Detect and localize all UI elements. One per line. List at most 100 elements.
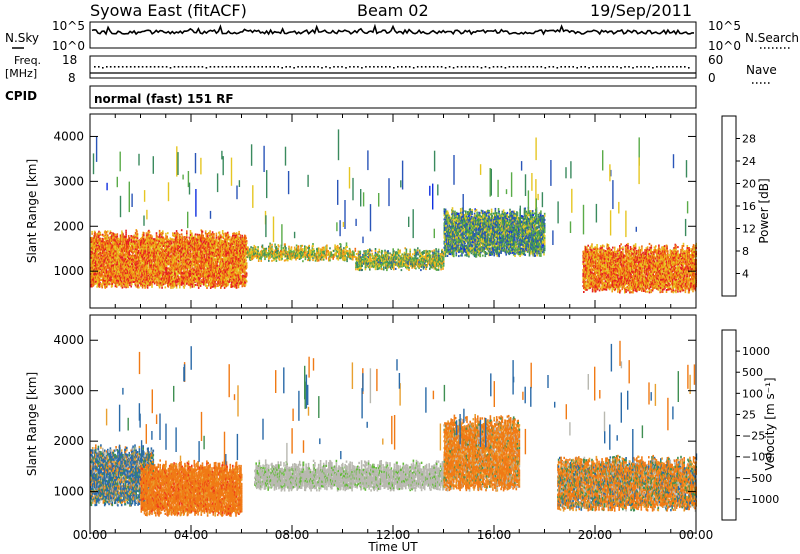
data-cell bbox=[117, 247, 119, 249]
data-cell bbox=[155, 234, 158, 237]
freq-point bbox=[412, 67, 415, 69]
data-cell bbox=[204, 268, 207, 271]
data-cell bbox=[180, 269, 182, 272]
data-cell bbox=[115, 283, 118, 286]
freq-point bbox=[141, 66, 144, 68]
data-cell bbox=[123, 263, 126, 266]
data-cell bbox=[208, 250, 211, 253]
freq-point bbox=[596, 66, 598, 68]
data-cell bbox=[189, 248, 192, 251]
data-cell bbox=[98, 252, 100, 255]
data-cell bbox=[104, 282, 107, 285]
data-cell bbox=[203, 237, 206, 240]
data-cell bbox=[155, 241, 157, 244]
data-cell bbox=[144, 286, 146, 289]
freq-point bbox=[684, 66, 686, 68]
data-cell bbox=[120, 260, 123, 263]
data-cell bbox=[206, 233, 209, 235]
data-cell bbox=[151, 285, 153, 288]
data-cell bbox=[199, 277, 201, 280]
data-cell bbox=[122, 233, 124, 236]
data-cell bbox=[126, 260, 128, 263]
freq-point bbox=[576, 67, 578, 69]
data-cell bbox=[175, 284, 178, 287]
data-cell bbox=[145, 244, 148, 247]
data-cell bbox=[109, 266, 112, 269]
data-cell bbox=[177, 282, 180, 285]
data-cell bbox=[151, 235, 153, 238]
data-cell bbox=[105, 269, 108, 272]
data-cell bbox=[124, 276, 126, 279]
data-cell bbox=[184, 282, 186, 285]
data-cell bbox=[120, 246, 122, 249]
data-cell bbox=[165, 250, 167, 253]
freq-point bbox=[432, 66, 435, 68]
data-cell bbox=[163, 239, 165, 241]
freq-point bbox=[688, 67, 690, 69]
data-cell bbox=[180, 255, 183, 258]
data-cell bbox=[198, 237, 201, 240]
data-cell bbox=[147, 283, 149, 286]
data-cell bbox=[116, 249, 119, 252]
freq-point bbox=[313, 66, 315, 68]
data-cell bbox=[213, 279, 215, 282]
data-cell bbox=[144, 246, 146, 249]
data-cell bbox=[135, 229, 138, 232]
freq-point bbox=[193, 66, 196, 68]
freq-point bbox=[261, 66, 263, 68]
data-cell bbox=[197, 284, 200, 287]
data-cell bbox=[179, 233, 181, 236]
data-cell bbox=[162, 281, 165, 284]
data-cell bbox=[211, 285, 214, 288]
data-cell bbox=[180, 273, 182, 276]
data-cell bbox=[120, 269, 122, 272]
data-cell bbox=[167, 285, 170, 288]
data-cell bbox=[146, 264, 149, 267]
freq-point bbox=[568, 66, 570, 68]
data-cell bbox=[104, 274, 107, 277]
data-cell bbox=[197, 242, 200, 245]
nsky-line bbox=[91, 23, 694, 36]
data-cell bbox=[146, 248, 148, 251]
data-cell bbox=[145, 280, 148, 283]
data-cell bbox=[170, 262, 173, 265]
data-cell bbox=[103, 237, 106, 240]
data-cell bbox=[153, 238, 155, 241]
data-cell bbox=[144, 274, 146, 277]
data-cell bbox=[96, 257, 98, 260]
data-cell bbox=[200, 269, 203, 272]
data-cell bbox=[192, 264, 194, 267]
data-cell bbox=[126, 240, 129, 243]
data-cell bbox=[107, 266, 109, 269]
data-cell bbox=[170, 240, 172, 243]
freq-point bbox=[624, 66, 626, 68]
data-cell bbox=[197, 267, 199, 270]
data-cell bbox=[191, 253, 194, 256]
data-cell bbox=[112, 243, 115, 245]
data-cell bbox=[167, 240, 169, 243]
data-cell bbox=[129, 263, 131, 266]
data-cell bbox=[111, 262, 114, 265]
data-cell bbox=[122, 240, 125, 243]
freq-point bbox=[680, 66, 682, 68]
data-cell bbox=[202, 234, 204, 237]
data-cell bbox=[136, 238, 138, 241]
freq-point bbox=[341, 66, 343, 68]
data-cell bbox=[146, 252, 148, 255]
data-cell bbox=[191, 285, 194, 288]
freq-point bbox=[500, 66, 503, 68]
data-cell bbox=[141, 275, 143, 278]
data-cell bbox=[172, 286, 174, 289]
data-cell bbox=[107, 230, 109, 233]
data-cell bbox=[124, 270, 127, 273]
data-cell bbox=[138, 276, 140, 279]
freq-point bbox=[536, 66, 539, 68]
freq-point bbox=[317, 66, 319, 68]
freq-point bbox=[273, 66, 275, 68]
data-cell bbox=[127, 265, 130, 268]
data-cell bbox=[175, 244, 178, 247]
data-cell bbox=[201, 283, 203, 285]
data-cell bbox=[195, 238, 197, 241]
data-cell bbox=[227, 231, 229, 234]
data-cell bbox=[114, 235, 116, 238]
